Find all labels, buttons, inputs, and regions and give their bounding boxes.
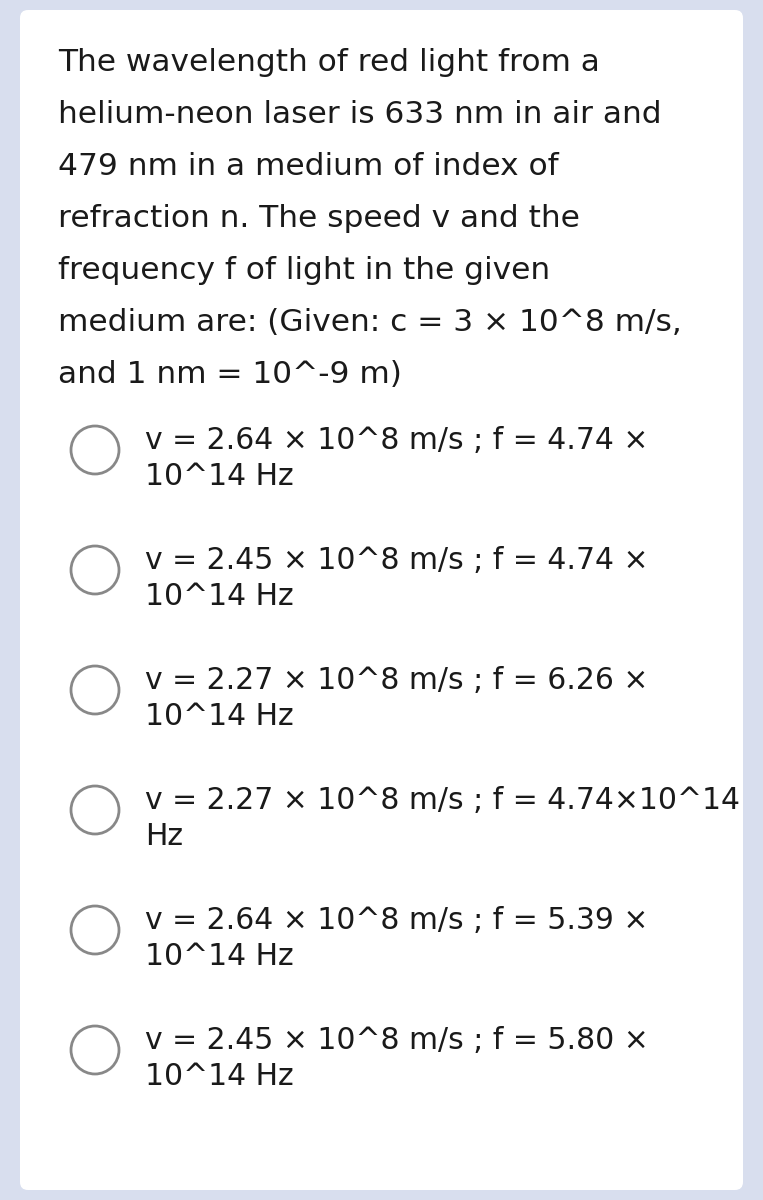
Text: refraction n. The speed v and the: refraction n. The speed v and the — [58, 204, 580, 233]
Text: v = 2.27 × 10^8 m/s ; f = 4.74×10^14: v = 2.27 × 10^8 m/s ; f = 4.74×10^14 — [145, 786, 740, 815]
Text: 479 nm in a medium of index of: 479 nm in a medium of index of — [58, 152, 559, 181]
Text: v = 2.64 × 10^8 m/s ; f = 4.74 ×: v = 2.64 × 10^8 m/s ; f = 4.74 × — [145, 426, 649, 455]
Text: 10^14 Hz: 10^14 Hz — [145, 942, 294, 971]
Text: The wavelength of red light from a: The wavelength of red light from a — [58, 48, 600, 77]
Text: 10^14 Hz: 10^14 Hz — [145, 702, 294, 731]
Text: 10^14 Hz: 10^14 Hz — [145, 582, 294, 611]
Text: Hz: Hz — [145, 822, 183, 851]
Text: helium-neon laser is 633 nm in air and: helium-neon laser is 633 nm in air and — [58, 100, 662, 128]
FancyBboxPatch shape — [20, 10, 743, 1190]
Text: 10^14 Hz: 10^14 Hz — [145, 462, 294, 491]
Text: 10^14 Hz: 10^14 Hz — [145, 1062, 294, 1091]
Text: and 1 nm = 10^-9 m): and 1 nm = 10^-9 m) — [58, 360, 402, 389]
Text: v = 2.64 × 10^8 m/s ; f = 5.39 ×: v = 2.64 × 10^8 m/s ; f = 5.39 × — [145, 906, 649, 935]
Text: frequency f of light in the given: frequency f of light in the given — [58, 256, 550, 284]
Text: medium are: (Given: c = 3 × 10^8 m/s,: medium are: (Given: c = 3 × 10^8 m/s, — [58, 308, 682, 337]
Text: v = 2.27 × 10^8 m/s ; f = 6.26 ×: v = 2.27 × 10^8 m/s ; f = 6.26 × — [145, 666, 649, 695]
Text: v = 2.45 × 10^8 m/s ; f = 4.74 ×: v = 2.45 × 10^8 m/s ; f = 4.74 × — [145, 546, 649, 575]
Text: v = 2.45 × 10^8 m/s ; f = 5.80 ×: v = 2.45 × 10^8 m/s ; f = 5.80 × — [145, 1026, 649, 1055]
